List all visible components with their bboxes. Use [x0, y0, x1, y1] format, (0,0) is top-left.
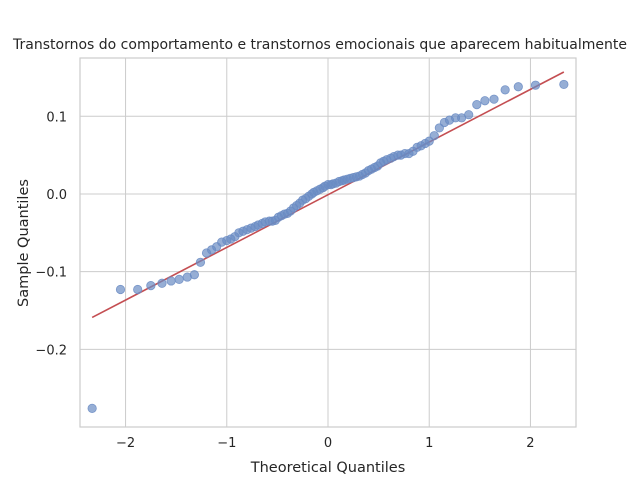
data-point	[559, 79, 569, 90]
data-point	[87, 403, 97, 413]
data-point	[146, 281, 156, 291]
grid	[80, 58, 576, 427]
x-tick-label: 0	[324, 436, 332, 451]
data-point	[472, 100, 482, 110]
data-point	[513, 82, 523, 92]
y-tick-label: −0.2	[35, 343, 67, 358]
data-point	[133, 284, 143, 295]
x-tick-label: −2	[116, 436, 135, 451]
y-tick-label: 0.0	[46, 188, 67, 203]
data-points	[87, 79, 569, 413]
y-tick-label: 0.1	[46, 110, 67, 125]
data-point	[174, 274, 184, 284]
y-tick-labels: −0.2 −0.1 0.0 0.1	[35, 110, 67, 358]
chart-title: Transtornos do comportamento e transtorn…	[12, 37, 627, 53]
data-point	[195, 257, 206, 267]
x-tick-label: −1	[217, 436, 236, 451]
data-point	[500, 85, 510, 95]
x-axis-label: Theoretical Quantiles	[250, 460, 406, 476]
data-point	[429, 131, 439, 141]
x-tick-label: 2	[526, 436, 534, 451]
y-tick-label: −0.1	[35, 266, 67, 281]
data-point	[115, 284, 126, 295]
data-point	[189, 270, 199, 280]
x-tick-labels: −2 −1 0 1 2	[116, 436, 535, 451]
data-point	[489, 94, 499, 104]
data-point	[166, 276, 176, 286]
plot-frame	[79, 57, 577, 428]
data-point	[480, 96, 490, 106]
data-point	[464, 110, 474, 120]
x-tick-label: 1	[425, 436, 433, 451]
data-point	[157, 278, 167, 288]
data-point	[530, 80, 541, 90]
y-axis-label: Sample Quantiles	[16, 179, 32, 307]
